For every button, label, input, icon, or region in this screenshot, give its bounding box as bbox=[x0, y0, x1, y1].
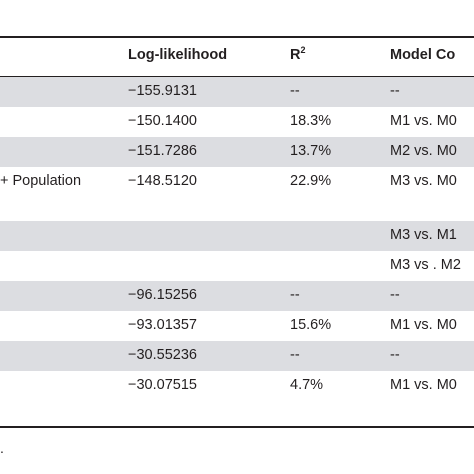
cell-model-comparison: M1 vs. M0 bbox=[390, 113, 457, 129]
cell-log-likelihood: −155.9131 bbox=[128, 83, 197, 99]
table-row: −93.01357 15.6% M1 vs. M0 bbox=[0, 311, 474, 341]
cell-r-squared: 4.7% bbox=[290, 377, 324, 393]
cell-log-likelihood: −96.15256 bbox=[128, 287, 197, 303]
cell-model-comparison: M1 vs. M0 bbox=[390, 317, 457, 333]
table-row: −150.1400 18.3% M1 vs. M0 bbox=[0, 107, 474, 137]
cell-model-comparison: M2 vs. M0 bbox=[390, 143, 457, 159]
table-row: −30.55236 -- -- bbox=[0, 341, 474, 371]
cell-log-likelihood: −150.1400 bbox=[128, 113, 197, 129]
cell-r-squared: -- bbox=[290, 347, 300, 363]
table-row: −155.9131 -- -- bbox=[0, 77, 474, 107]
cell-r-squared: 13.7% bbox=[290, 143, 332, 159]
table-footnote: . bbox=[0, 440, 4, 456]
table-bottom-rule bbox=[0, 426, 474, 428]
table-row: + Population −148.5120 22.9% M3 vs. M0 bbox=[0, 167, 474, 221]
cell-model-comparison: -- bbox=[390, 287, 400, 303]
cell-log-likelihood: −148.5120 bbox=[128, 173, 197, 189]
cell-model-comparison: -- bbox=[390, 83, 400, 99]
cell-model-comparison: M3 vs . M2 bbox=[390, 257, 461, 273]
cell-predictor: + Population bbox=[0, 173, 82, 189]
table-row: −151.7286 13.7% M2 vs. M0 bbox=[0, 137, 474, 167]
table-top-rule bbox=[0, 36, 474, 38]
cell-r-squared: 22.9% bbox=[290, 173, 332, 189]
header-r-squared: R2 bbox=[290, 45, 306, 64]
cell-model-comparison: M3 vs. M0 bbox=[390, 173, 457, 189]
header-model-comparison: Model Co bbox=[390, 47, 456, 63]
cell-model-comparison: -- bbox=[390, 347, 400, 363]
cell-r-squared: -- bbox=[290, 83, 300, 99]
table-row: −30.07515 4.7% M1 vs. M0 bbox=[0, 371, 474, 401]
table-row: M3 vs . M2 bbox=[0, 251, 474, 281]
cell-log-likelihood: −30.55236 bbox=[128, 347, 197, 363]
cell-r-squared: -- bbox=[290, 287, 300, 303]
cell-r-squared: 15.6% bbox=[290, 317, 332, 333]
cell-log-likelihood: −30.07515 bbox=[128, 377, 197, 393]
cell-log-likelihood: −151.7286 bbox=[128, 143, 197, 159]
table-header: Log-likelihood R2 Model Co bbox=[0, 38, 474, 76]
table-row: −96.15256 -- -- bbox=[0, 281, 474, 311]
table-row: M3 vs. M1 bbox=[0, 221, 474, 251]
table-body: −155.9131 -- -- −150.1400 18.3% M1 vs. M0 −151… bbox=[0, 77, 474, 401]
cell-model-comparison: M1 vs. M0 bbox=[390, 377, 457, 393]
cell-model-comparison: M3 vs. M1 bbox=[390, 227, 457, 243]
cell-r-squared: 18.3% bbox=[290, 113, 332, 129]
header-log-likelihood: Log-likelihood bbox=[128, 47, 228, 63]
cell-log-likelihood: −93.01357 bbox=[128, 317, 197, 333]
table-header-rule bbox=[0, 76, 474, 77]
